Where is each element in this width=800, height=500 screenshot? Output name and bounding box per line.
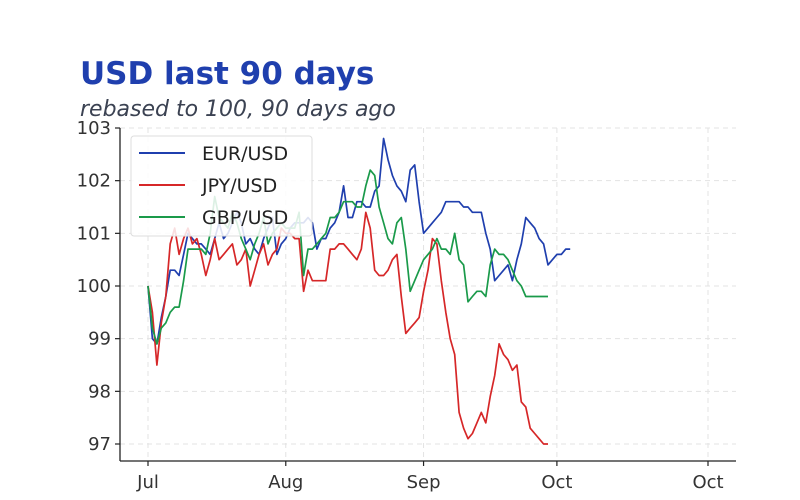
x-tick-label: Oct xyxy=(541,472,572,493)
series-line-jpy-usd xyxy=(147,211,548,445)
y-tick-label: 99 xyxy=(88,329,111,350)
y-tick-label: 102 xyxy=(77,171,111,192)
x-tick-label: Sep xyxy=(407,472,441,493)
legend: EUR/USD JPY/USD GBP/USD xyxy=(130,135,313,237)
y-tick-label: 97 xyxy=(88,434,111,455)
axes xyxy=(119,128,736,462)
x-tick-label: Oct xyxy=(692,472,723,493)
legend-box xyxy=(130,135,313,237)
x-tick-label: Aug xyxy=(268,472,303,493)
y-tick-label: 98 xyxy=(88,381,111,402)
axis-ticks: 97 98 99 100 101 102 103 Jul Aug Sep Oct Oct xyxy=(77,118,724,493)
y-tick-label: 103 xyxy=(77,118,111,139)
x-tick-label: Jul xyxy=(136,472,159,493)
legend-label: EUR/USD xyxy=(202,143,288,165)
chart-subtitle: rebased to 100, 90 days ago xyxy=(80,97,396,122)
legend-label: JPY/USD xyxy=(201,175,277,197)
legend-label: GBP/USD xyxy=(202,207,288,229)
chart-title: USD last 90 days xyxy=(80,56,375,92)
y-tick-label: 101 xyxy=(77,223,111,244)
y-tick-label: 100 xyxy=(77,276,111,297)
